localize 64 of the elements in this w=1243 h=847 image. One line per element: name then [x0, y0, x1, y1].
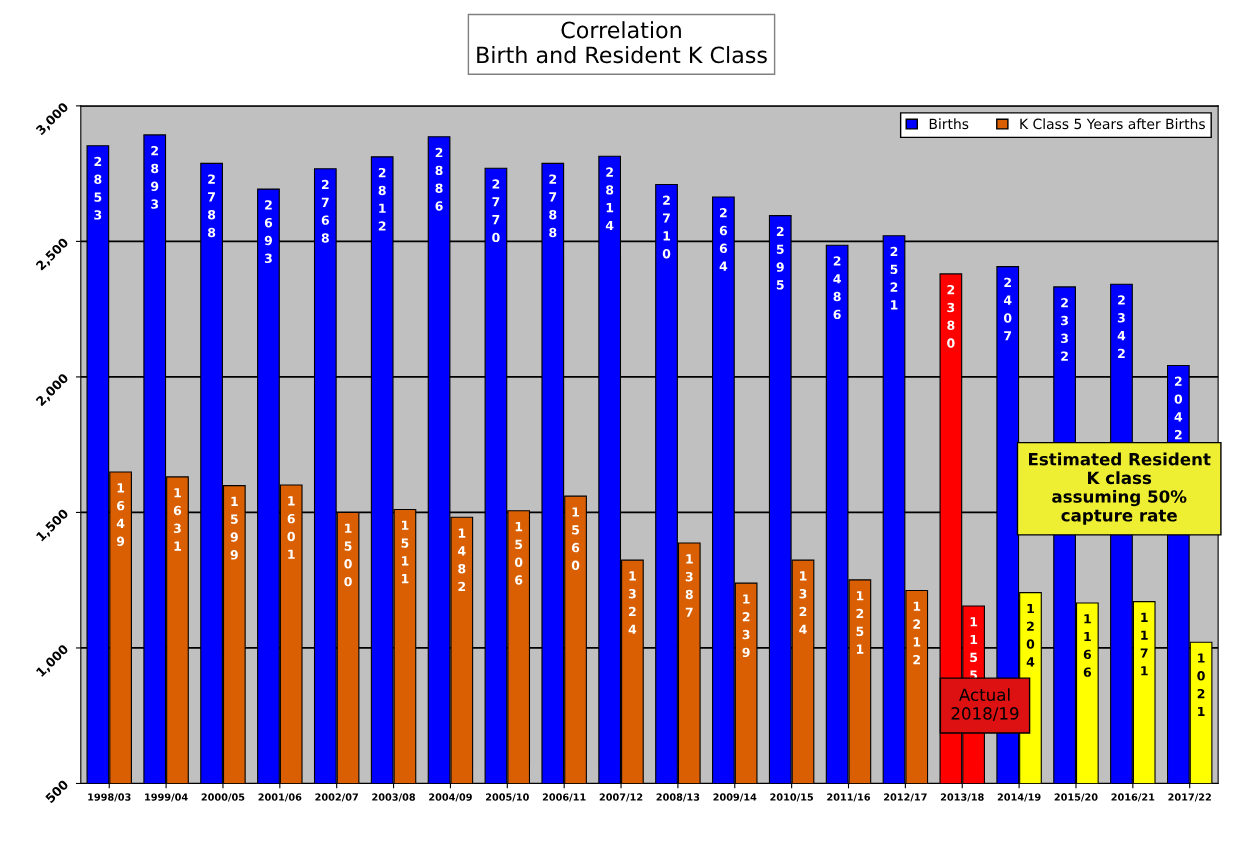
chart-title: Correlation Birth and Resident K Class — [477, 21, 767, 64]
data-label: 1 4 8 2 — [458, 528, 466, 592]
x-tick-label: 2002/07 — [315, 793, 358, 802]
data-label: 2 8 1 4 — [605, 167, 614, 231]
data-label: 1 6 0 1 — [287, 496, 295, 559]
data-label: 2 8 1 2 — [378, 167, 386, 231]
data-label: 2 7 7 0 — [492, 179, 500, 243]
data-label: 1 5 0 6 — [514, 522, 523, 585]
x-tick-label: 2011/16 — [827, 793, 871, 802]
data-label: 2 6 6 4 — [719, 208, 728, 271]
data-label: 2 7 8 8 — [549, 174, 557, 238]
data-label: 2 0 4 2 — [1174, 376, 1183, 440]
x-tick-label: 2009/14 — [713, 793, 757, 802]
annotation: Estimated Resident K class assuming 50% capture rate — [1029, 452, 1211, 525]
x-tick-label: 2004/09 — [429, 793, 472, 802]
data-label: 2 7 1 0 — [662, 195, 671, 259]
data-label: 1 5 1 1 — [401, 520, 409, 584]
data-label: 1 5 9 9 — [230, 496, 238, 560]
data-label: 2 5 9 5 — [776, 226, 784, 290]
data-label: 1 2 1 2 — [913, 601, 921, 665]
data-label: 1 6 4 9 — [116, 483, 125, 546]
data-label: 1 6 3 1 — [173, 488, 182, 551]
x-tick-label: 1998/03 — [88, 793, 131, 802]
data-label: 2 3 3 2 — [1061, 297, 1068, 361]
x-tick-label: 2017/22 — [1168, 793, 1211, 802]
x-tick-label: 2000/05 — [201, 793, 245, 802]
data-label: 2 5 2 1 — [890, 246, 898, 310]
x-tick-label: 2008/13 — [656, 793, 700, 802]
x-tick-label: 2013/18 — [940, 793, 984, 802]
data-label: 1 1 7 1 — [1140, 612, 1148, 676]
x-tick-label: 2003/08 — [372, 793, 416, 802]
data-label: 2 8 5 3 — [94, 156, 102, 220]
x-tick-label: 2012/17 — [884, 793, 927, 802]
data-label: 1 3 8 7 — [685, 554, 693, 617]
data-label: 2 8 9 3 — [151, 145, 159, 209]
x-tick-label: 1999/04 — [145, 793, 188, 802]
data-label: 1 3 2 4 — [799, 571, 807, 634]
data-label: 1 2 3 9 — [742, 594, 750, 658]
data-label: 1 0 2 1 — [1197, 653, 1205, 716]
data-label: 2 6 9 3 — [264, 200, 273, 263]
x-tick-label: 2010/15 — [770, 793, 814, 802]
x-tick-label: 2007/12 — [599, 793, 643, 802]
data-label: 1 5 0 0 — [344, 523, 352, 587]
data-label: 1 2 5 1 — [856, 591, 864, 654]
x-tick-label: 2015/20 — [1054, 793, 1098, 802]
data-label: 2 8 8 6 — [435, 147, 443, 211]
data-label: 1 3 2 4 — [628, 571, 637, 634]
data-label: 1 5 6 0 — [571, 507, 580, 571]
data-label: 2 3 4 2 — [1117, 295, 1126, 358]
data-label: 2 4 0 7 — [1003, 277, 1012, 341]
x-tick-label: 2001/06 — [258, 793, 302, 802]
data-label: 1 1 6 6 — [1083, 614, 1092, 677]
legend-label: Births — [929, 118, 969, 130]
legend-label: K Class 5 Years after Births — [1020, 118, 1205, 130]
data-label: 2 7 8 8 — [208, 174, 216, 238]
x-tick-label: 2006/11 — [542, 793, 586, 802]
data-label: 2 7 6 8 — [321, 179, 329, 243]
data-label: 2 3 8 0 — [947, 284, 955, 348]
data-label: 2 4 8 6 — [833, 256, 841, 320]
x-tick-label: 2005/10 — [486, 793, 529, 802]
annotation: Actual 2018/19 — [951, 688, 1019, 722]
data-label: 1 2 0 4 — [1026, 603, 1035, 667]
x-tick-label: 2014/19 — [997, 793, 1041, 802]
x-tick-label: 2016/21 — [1111, 793, 1155, 802]
